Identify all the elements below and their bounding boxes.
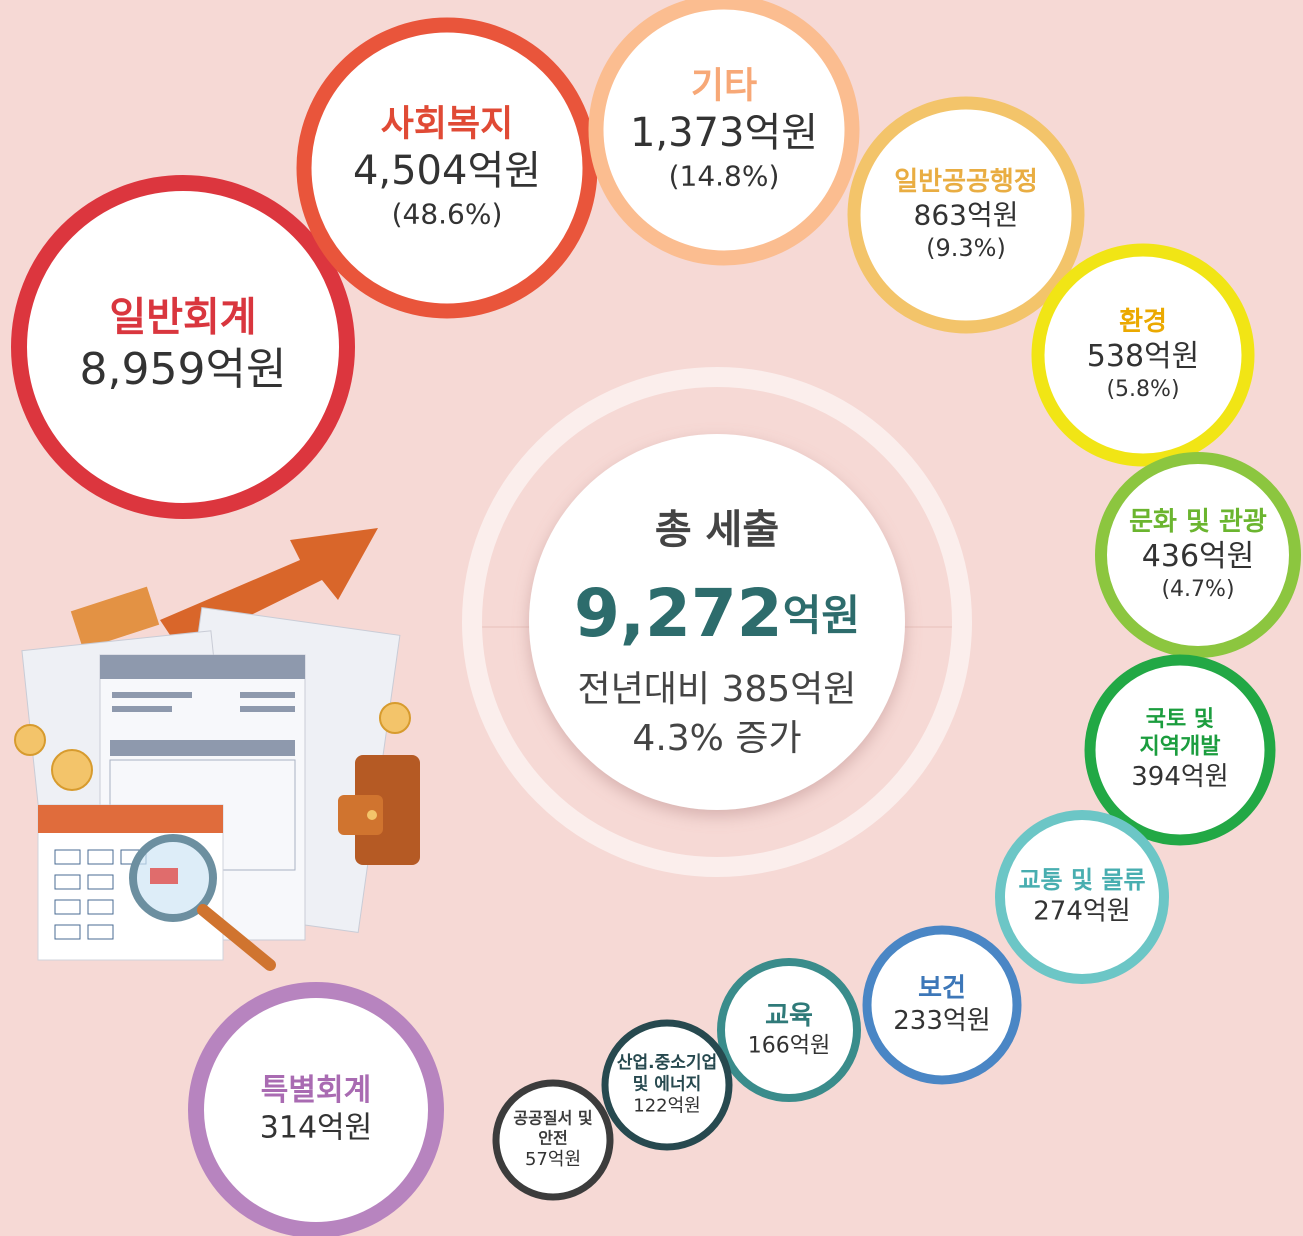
node-title: 교육 bbox=[765, 1001, 813, 1031]
node-share: (9.3%) bbox=[926, 234, 1006, 262]
node-amount: 863억원 bbox=[914, 198, 1019, 231]
node-title: 공공질서 및 bbox=[513, 1108, 592, 1127]
node-amount: 233억원 bbox=[893, 1006, 990, 1036]
node-title: 보건 bbox=[918, 973, 966, 1003]
node-title: 국토 및 bbox=[1146, 707, 1214, 732]
node-title: 사회복지 bbox=[381, 104, 513, 145]
center-change: 전년대비 385억원 bbox=[578, 669, 857, 710]
illustration bbox=[15, 528, 420, 965]
center-title: 총 세출 bbox=[655, 507, 779, 553]
node-title: 일반회계 bbox=[109, 295, 256, 341]
node-amount: 4,504억원 bbox=[353, 148, 541, 194]
node-amount: 57억원 bbox=[525, 1149, 581, 1170]
node-title: 일반공공행정 bbox=[894, 167, 1038, 197]
node-title: 환경 bbox=[1119, 307, 1167, 337]
node-amount: 538억원 bbox=[1087, 339, 1199, 374]
node-title: 교통 및 물류 bbox=[1018, 866, 1145, 894]
total-unit: 억원 bbox=[783, 591, 860, 640]
center-change: 4.3% 증가 bbox=[632, 718, 801, 759]
node-amount: 314억원 bbox=[260, 1110, 372, 1145]
node-amount: 1,373억원 bbox=[630, 110, 818, 156]
node-title: 및 에너지 bbox=[633, 1074, 701, 1094]
infographic: 총 세출 9,272억원 전년대비 385억원 4.3% 증가 bbox=[0, 0, 1303, 1236]
node-title: 지역개발 bbox=[1140, 735, 1221, 760]
node-share: (4.7%) bbox=[1161, 577, 1234, 602]
node-title: 특별회계 bbox=[261, 1073, 371, 1108]
node-amount: 436억원 bbox=[1142, 539, 1254, 574]
node-amount: 394억원 bbox=[1131, 762, 1228, 792]
page: { "center": { "title": "총 세출", "total": … bbox=[0, 0, 1303, 1236]
node-share: (48.6%) bbox=[392, 198, 503, 231]
node-amount: 8,959억원 bbox=[80, 344, 287, 395]
node-amount: 166억원 bbox=[748, 1033, 830, 1058]
total-value: 9,272 bbox=[574, 575, 783, 652]
node-title: 문화 및 관광 bbox=[1129, 507, 1267, 537]
node-share: (14.8%) bbox=[669, 160, 780, 193]
node-title: 안전 bbox=[538, 1128, 567, 1147]
node-title: 기타 bbox=[691, 66, 757, 107]
node-amount: 274억원 bbox=[1033, 897, 1130, 927]
node-title: 산업.중소기업 bbox=[617, 1053, 717, 1073]
node-amount: 122억원 bbox=[633, 1095, 700, 1116]
node-share: (5.8%) bbox=[1106, 377, 1179, 402]
